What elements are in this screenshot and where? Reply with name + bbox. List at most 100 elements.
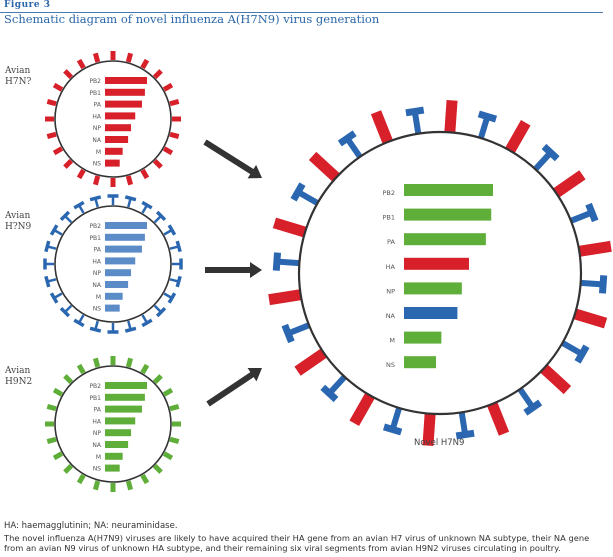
virus-h7n7-segment-bar-np: [105, 124, 132, 132]
virus-h9n2-segment-label-pb1: PB1: [89, 395, 101, 402]
virus-h7n9-spike: [49, 224, 63, 236]
virus-h9n2-spike: [125, 357, 134, 368]
novel-virus-segment-bar-np: [404, 282, 462, 295]
virus-h9n2-segment-label-np: NP: [93, 430, 101, 437]
virus-label-h9n2-line1: Avian: [5, 366, 31, 376]
novel-virus-ha-spike: [370, 110, 393, 145]
virus-h7n9-segment-bar-pb2: [105, 222, 147, 229]
virus-h7n9-spike: [107, 194, 119, 205]
figure-header-rule: [0, 0, 603, 13]
virus-h9n2-spike: [152, 463, 163, 474]
virus-h9n2-segment-bar-pb2: [105, 382, 147, 389]
virus-h9n2-spike: [162, 387, 174, 397]
virus-h7n7-segment-label-ns: NS: [93, 161, 101, 168]
virus-h9n2-segment-label-pa: PA: [94, 407, 102, 414]
virus-h7n9-spike: [43, 258, 54, 270]
virus-h7n7-segment-bar-m: [105, 147, 123, 155]
novel-virus-na-spike: [272, 252, 300, 271]
virus-h7n9-segment-bar-na: [105, 281, 129, 288]
virus-h7n9-segment-bar-np: [105, 269, 132, 277]
virus-h7n7-segment-bar-pa: [105, 100, 142, 108]
virus-h7n9-spike: [169, 275, 182, 288]
virus-h9n2-spike: [169, 436, 180, 445]
virus-h7n9-spike: [89, 320, 102, 333]
novel-virus-segment-label-pb2: PB2: [382, 189, 395, 197]
novel-virus-segment-label-pa: PA: [387, 238, 396, 246]
virus-h7n9-spike: [172, 258, 183, 270]
virus-h7n9-segment-label-ns: NS: [93, 306, 101, 313]
novel-virus-ha-spike: [487, 401, 510, 436]
novel-virus-ha-spike: [349, 392, 375, 426]
virus-h7n7-segment-bar-pb2: [105, 77, 147, 84]
novel-virus-na-spike: [320, 374, 347, 403]
virus-h7n7-spike: [52, 82, 64, 92]
virus-h7n7-spike: [76, 58, 86, 70]
virus-label-h7n7-line1: Avian: [5, 66, 31, 76]
novel-virus-na-spike: [290, 182, 320, 206]
virus-h7n9-spike: [163, 292, 177, 304]
virus-label-h7n9-line1: Avian: [5, 211, 31, 221]
virus-h7n7-spike: [169, 131, 180, 140]
arrow-2: [205, 262, 262, 278]
virus-h7n9-segment-bar-ns: [105, 304, 120, 312]
virus-h7n9-spike: [124, 195, 137, 208]
virus-h7n9-spike: [124, 320, 137, 333]
virus-h7n7-segment-label-np: NP: [93, 125, 101, 132]
virus-h7n9-spike: [169, 240, 182, 253]
novel-virus-ha-spike: [573, 308, 608, 329]
virus-h7n7-spike: [152, 69, 163, 80]
virus-h7n9-segment-label-pa: PA: [94, 247, 102, 254]
virus-label-h7n9-line2: H?N9: [5, 222, 32, 232]
virus-h9n2-segment-bar-pa: [105, 405, 142, 413]
novel-virus-na-spike: [455, 411, 475, 440]
virus-h7n7-spike: [162, 82, 174, 92]
virus-h7n7-segment-bar-ha: [105, 112, 136, 120]
novel-virus-na-spike: [580, 275, 608, 294]
novel-virus-segment-label-m: M: [389, 337, 395, 345]
novel-virus-ha-spike: [540, 364, 572, 395]
virus-h7n9-segment-label-m: M: [96, 294, 101, 301]
virus-h9n2-spike: [52, 451, 64, 461]
arrow-3: [206, 368, 262, 407]
virus-h7n9-segment-label-na: NA: [92, 282, 101, 289]
novel-virus-segment-bar-ns: [404, 356, 437, 369]
novel-virus-ha-spike: [552, 170, 586, 198]
virus-h7n9-spike: [153, 304, 167, 318]
virus-h7n7-spike: [63, 69, 74, 80]
virus-h7n7-spike: [110, 51, 116, 60]
virus-h7n7-spike: [92, 175, 101, 186]
novel-virus-ha-spike: [308, 151, 340, 182]
virus-h9n2-spike: [125, 480, 134, 491]
figure-caption: The novel influenza A(H7N9) viruses are …: [4, 533, 590, 553]
novel-virus-ha-spike: [268, 289, 302, 306]
virus-h7n7-spike: [140, 168, 150, 180]
virus-h9n2-spike: [172, 421, 181, 427]
virus-h7n9-spike: [89, 195, 102, 208]
virus-h9n2-spike: [63, 374, 74, 385]
arrow-1: [203, 139, 262, 179]
novel-virus-na-spike: [517, 387, 543, 416]
virus-h7n7-segment-label-pb2: PB2: [89, 78, 101, 85]
virus-h7n7-spike: [152, 158, 163, 169]
virus-h7n9-spike: [49, 292, 63, 304]
virus-h9n2-spike: [110, 356, 116, 365]
virus-h9n2-spike: [76, 473, 86, 485]
virus-h9n2-segment-label-pb2: PB2: [89, 383, 101, 390]
novel-virus-segment-bar-pb1: [404, 208, 492, 221]
virus-h9n2-segment-label-m: M: [96, 454, 101, 461]
virus-h7n7-spike: [45, 116, 54, 122]
virus-h9n2-segment-label-na: NA: [92, 442, 101, 449]
virus-h9n2-segment-label-ns: NS: [93, 466, 101, 473]
virus-h7n9-segment-label-np: NP: [93, 270, 101, 277]
virus-h9n2-segment-label-ha: HA: [92, 418, 102, 425]
novel-virus-ha-spike: [444, 100, 458, 133]
virus-h7n9-spike: [44, 240, 57, 253]
virus-h7n9-spike: [59, 304, 73, 318]
novel-virus-na-spike: [337, 130, 363, 159]
novel-virus-na-spike: [533, 143, 560, 172]
virus-h9n2-segment-bar-ns: [105, 464, 120, 472]
novel-virus-ha-spike: [272, 217, 307, 238]
novel-virus-segment-bar-m: [404, 331, 442, 344]
virus-h7n7-spike: [76, 168, 86, 180]
novel-virus-na-spike: [560, 340, 590, 364]
